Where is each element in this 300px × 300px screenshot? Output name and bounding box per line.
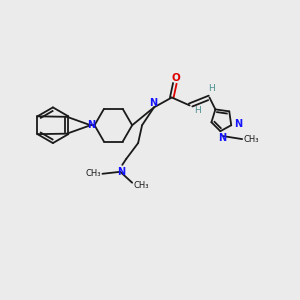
Text: CH₃: CH₃ (243, 135, 259, 144)
Text: H: H (208, 84, 215, 93)
Text: N: N (149, 98, 157, 108)
Text: CH₃: CH₃ (86, 169, 101, 178)
Text: N: N (218, 133, 226, 143)
Text: O: O (171, 73, 180, 83)
Text: H: H (194, 106, 201, 115)
Text: N: N (88, 120, 96, 130)
Text: N: N (234, 119, 242, 129)
Text: CH₃: CH₃ (133, 181, 149, 190)
Text: N: N (117, 167, 125, 177)
